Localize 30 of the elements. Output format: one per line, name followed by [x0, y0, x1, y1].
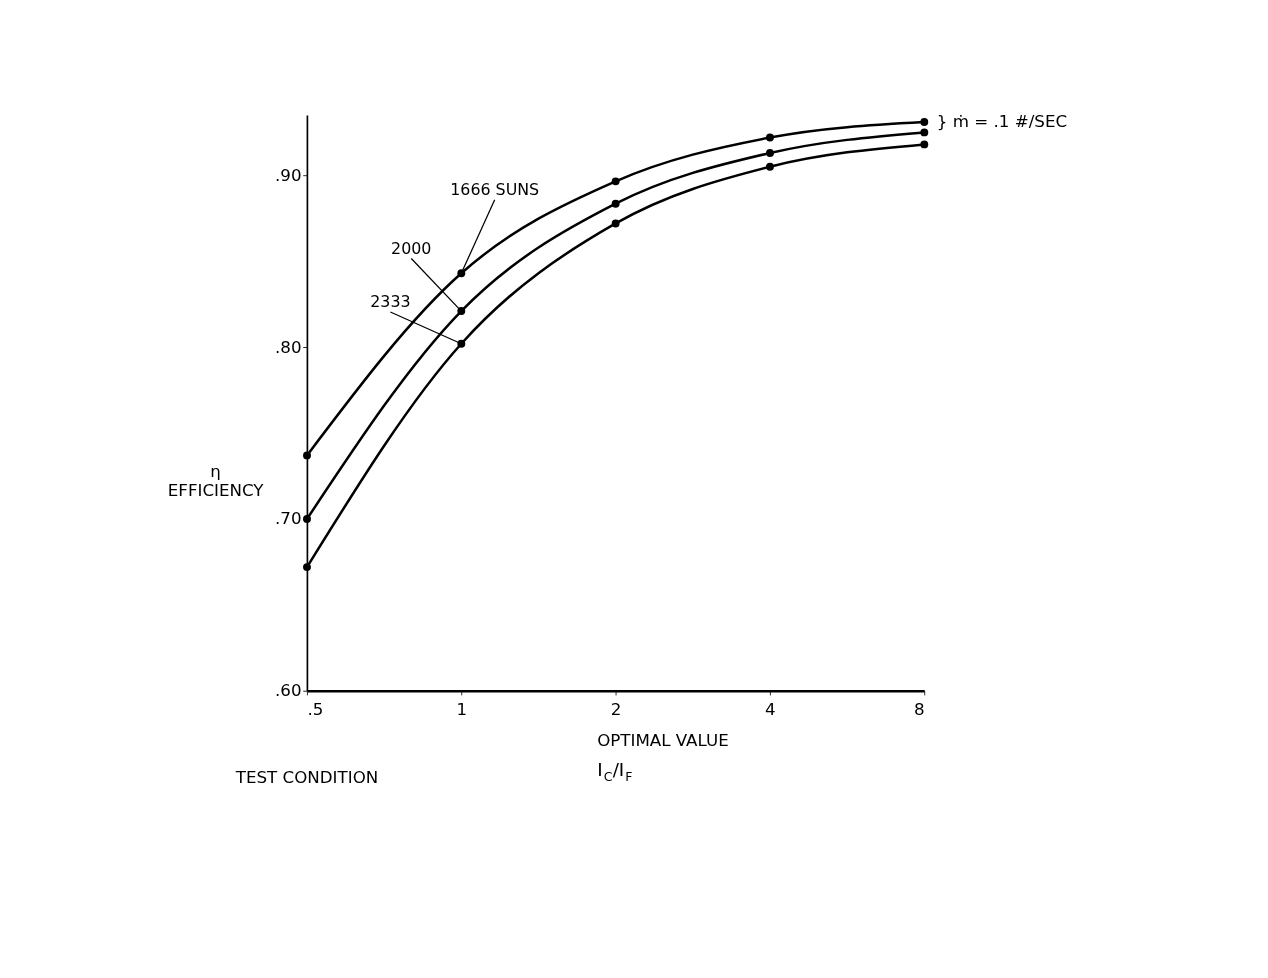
point — [611, 219, 620, 228]
text: 2333 — [370, 292, 411, 312]
y-tick-label: .80 — [275, 337, 302, 357]
point — [457, 269, 466, 278]
x-tick-label: 2 — [610, 700, 622, 720]
point — [920, 118, 929, 127]
text: } ṁ = .1 #/SEC — [936, 111, 1068, 131]
point — [611, 177, 620, 186]
series-label: 1666 SUNS — [450, 179, 540, 199]
y-tick-label: .70 — [275, 509, 302, 529]
point — [766, 133, 774, 142]
point — [766, 162, 774, 171]
point — [303, 451, 311, 460]
point — [920, 128, 929, 137]
y-axis-title: η EFFICIENCY — [167, 462, 265, 500]
x-tick-label: 8 — [914, 700, 925, 720]
text: TEST CONDITION — [234, 768, 379, 788]
point — [457, 307, 466, 316]
x-tick-label: 1 — [456, 700, 468, 720]
y-tick-label: .60 — [275, 681, 302, 701]
point — [303, 563, 311, 572]
x-tick-label: .5 — [307, 700, 324, 720]
x-tick-label: 4 — [765, 700, 776, 720]
point — [611, 199, 620, 208]
point — [766, 149, 774, 157]
text: OPTIMAL VALUE — [597, 730, 729, 750]
point — [457, 339, 466, 348]
text: 2000 — [391, 238, 432, 258]
point — [920, 140, 929, 149]
y-tick-label: .90 — [275, 165, 302, 185]
